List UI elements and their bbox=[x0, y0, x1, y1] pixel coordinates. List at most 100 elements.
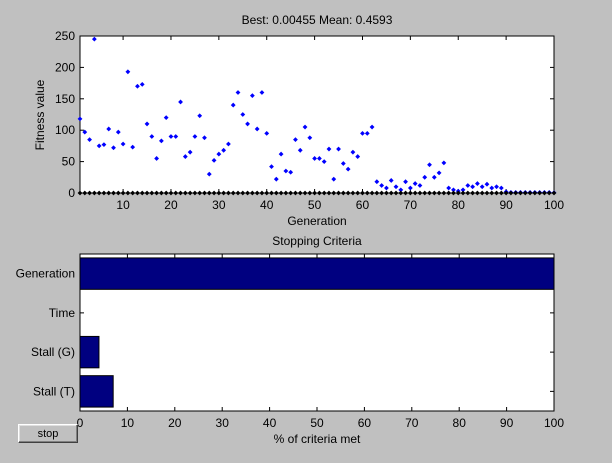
mean-fitness-point bbox=[297, 147, 303, 153]
best-fitness-point bbox=[441, 190, 447, 196]
mean-fitness-point bbox=[345, 166, 351, 172]
best-fitness-point bbox=[470, 190, 476, 196]
fitness-x-tick-label: 30 bbox=[212, 198, 226, 212]
fitness-x-axis-label: Generation bbox=[287, 214, 346, 228]
best-fitness-point bbox=[451, 190, 456, 196]
mean-fitness-point bbox=[474, 181, 480, 186]
mean-fitness-point bbox=[178, 99, 183, 105]
mean-fitness-point bbox=[101, 142, 107, 148]
best-fitness-point bbox=[273, 190, 279, 196]
best-fitness-point bbox=[264, 190, 270, 196]
mean-fitness-point bbox=[316, 156, 322, 161]
mean-fitness-point bbox=[120, 141, 126, 147]
mean-fitness-point bbox=[460, 187, 466, 193]
mean-fitness-point bbox=[96, 143, 102, 149]
fitness-y-axis-label: Fitness value bbox=[33, 79, 47, 150]
best-fitness-point bbox=[182, 190, 188, 196]
fitness-y-tick-label: 50 bbox=[62, 155, 76, 169]
best-fitness-point bbox=[202, 190, 207, 196]
best-fitness-point bbox=[460, 190, 466, 196]
mean-fitness-point bbox=[221, 147, 227, 153]
mean-fitness-point bbox=[87, 137, 92, 143]
best-fitness-point bbox=[345, 190, 351, 196]
best-fitness-point bbox=[388, 190, 394, 196]
best-fitness-point bbox=[518, 190, 523, 196]
best-fitness-point bbox=[206, 190, 212, 196]
mean-fitness-point bbox=[235, 90, 241, 95]
mean-fitness-point bbox=[202, 135, 207, 141]
fitness-x-tick-label: 90 bbox=[499, 198, 513, 212]
mean-fitness-point bbox=[484, 181, 490, 187]
fitness-x-tick-label: 20 bbox=[164, 198, 178, 212]
fitness-chart-title: Best: 0.00455 Mean: 0.4593 bbox=[242, 13, 393, 27]
mean-fitness-point bbox=[269, 164, 274, 170]
best-fitness-point bbox=[436, 190, 442, 196]
best-fitness-point bbox=[192, 190, 198, 196]
best-fitness-point bbox=[355, 190, 361, 196]
best-fitness-point bbox=[163, 190, 169, 196]
mean-fitness-point bbox=[226, 141, 231, 147]
best-fitness-point bbox=[422, 190, 428, 196]
fitness-plot-area bbox=[79, 35, 555, 194]
best-fitness-point bbox=[240, 190, 246, 196]
fitness-chart: Best: 0.00455 Mean: 0.4593 Generation Fi… bbox=[33, 13, 564, 228]
mean-fitness-point bbox=[135, 83, 140, 89]
best-fitness-point bbox=[111, 190, 116, 196]
criteria-bars bbox=[79, 257, 555, 408]
mean-fitness-point bbox=[360, 130, 365, 136]
mean-fitness-point bbox=[422, 174, 428, 180]
best-fitness-point bbox=[130, 190, 136, 196]
best-fitness-point bbox=[82, 190, 88, 196]
mean-fitness-point bbox=[355, 154, 361, 159]
best-fitness-point bbox=[479, 190, 485, 196]
best-fitness-point bbox=[139, 190, 145, 196]
mean-fitness-point bbox=[479, 184, 485, 190]
mean-fitness-point bbox=[77, 116, 83, 122]
mean-fitness-point bbox=[259, 90, 265, 95]
best-fitness-point bbox=[226, 190, 231, 196]
mean-fitness-point bbox=[312, 156, 318, 161]
best-fitness-point bbox=[221, 190, 227, 196]
best-fitness-point bbox=[542, 190, 547, 196]
best-fitness-point bbox=[87, 190, 92, 196]
best-fitness-point bbox=[407, 190, 413, 196]
mean-fitness-point bbox=[111, 145, 116, 151]
best-fitness-point bbox=[77, 190, 83, 196]
best-fitness-point bbox=[336, 190, 341, 196]
mean-fitness-point bbox=[192, 134, 198, 139]
criteria-category-label: Stall (T) bbox=[33, 384, 75, 398]
mean-fitness-point bbox=[168, 134, 174, 139]
fitness-y-tick-label: 250 bbox=[55, 29, 75, 43]
best-fitness-point bbox=[269, 190, 274, 196]
stop-button[interactable]: stop bbox=[18, 424, 78, 443]
mean-fitness-point bbox=[403, 179, 408, 185]
fitness-points bbox=[77, 36, 557, 196]
best-fitness-point bbox=[307, 190, 313, 196]
criteria-x-tick-label: 30 bbox=[216, 416, 230, 430]
best-fitness-point bbox=[498, 190, 504, 196]
mean-fitness-point bbox=[407, 185, 413, 191]
criteria-x-tick-label: 90 bbox=[500, 416, 514, 430]
mean-fitness-point bbox=[115, 129, 121, 135]
mean-fitness-point bbox=[211, 157, 217, 163]
criteria-x-tick-label: 100 bbox=[544, 416, 564, 430]
criteria-x-tick-label: 10 bbox=[121, 416, 135, 430]
best-fitness-point bbox=[379, 190, 385, 196]
best-fitness-point bbox=[340, 190, 346, 196]
mean-fitness-point bbox=[446, 185, 452, 191]
criteria-x-tick-label: 80 bbox=[453, 416, 467, 430]
mean-fitness-point bbox=[388, 178, 394, 183]
best-fitness-point bbox=[91, 190, 97, 196]
best-fitness-point bbox=[489, 190, 495, 196]
best-fitness-point bbox=[187, 190, 193, 196]
mean-fitness-point bbox=[163, 115, 169, 121]
mean-fitness-point bbox=[278, 151, 284, 157]
mean-fitness-point bbox=[441, 160, 447, 166]
best-fitness-point bbox=[144, 190, 150, 196]
mean-fitness-point bbox=[206, 171, 212, 177]
best-fitness-point bbox=[297, 190, 303, 196]
best-fitness-point bbox=[551, 190, 557, 196]
mean-fitness-point bbox=[273, 176, 279, 182]
best-fitness-point bbox=[101, 190, 107, 196]
mean-fitness-point bbox=[288, 169, 294, 175]
